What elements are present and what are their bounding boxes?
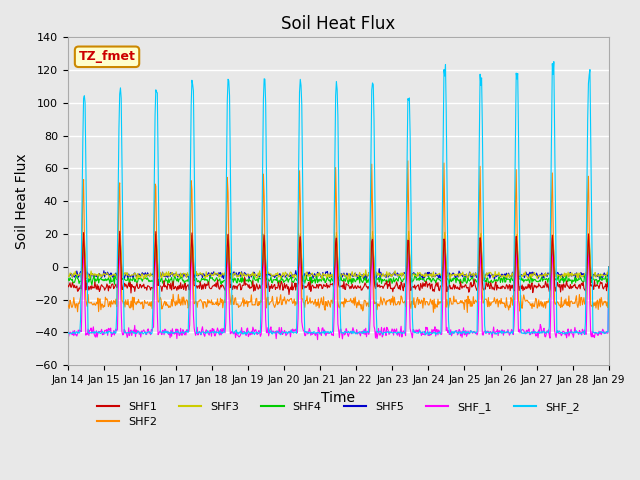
SHF3 bbox=[344, 277, 351, 283]
SHF5 bbox=[129, 276, 137, 282]
SHF5 bbox=[64, 271, 72, 277]
SHF5 bbox=[260, 231, 268, 237]
SHF2 bbox=[404, 158, 412, 164]
SHF1 bbox=[64, 282, 72, 288]
SHF4 bbox=[169, 283, 177, 289]
SHF1 bbox=[285, 292, 293, 298]
SHF2 bbox=[463, 310, 471, 315]
SHF5 bbox=[605, 264, 612, 270]
SHF3 bbox=[129, 272, 137, 278]
SHF_1 bbox=[314, 337, 321, 343]
SHF1 bbox=[130, 283, 138, 289]
SHF5 bbox=[74, 272, 81, 277]
SHF2 bbox=[213, 301, 221, 307]
Text: TZ_fmet: TZ_fmet bbox=[79, 50, 136, 63]
SHF2 bbox=[605, 264, 612, 270]
SHF_1 bbox=[213, 328, 221, 334]
SHF2 bbox=[129, 307, 137, 312]
SHF5 bbox=[213, 272, 221, 278]
SHF_2 bbox=[404, 96, 412, 102]
SHF1 bbox=[74, 288, 81, 294]
SHF_1 bbox=[64, 333, 72, 338]
Line: SHF1: SHF1 bbox=[68, 231, 609, 295]
SHF1 bbox=[214, 277, 221, 283]
SHF_1 bbox=[548, 235, 556, 241]
SHF2 bbox=[184, 305, 192, 311]
SHF_1 bbox=[420, 332, 428, 337]
Title: Soil Heat Flux: Soil Heat Flux bbox=[281, 15, 396, 33]
SHF5 bbox=[184, 274, 192, 280]
SHF3 bbox=[64, 272, 72, 278]
SHF3 bbox=[404, 228, 412, 234]
SHF_1 bbox=[74, 331, 81, 336]
SHF_2 bbox=[550, 59, 557, 64]
SHF4 bbox=[186, 277, 193, 283]
Legend: SHF1, SHF2, SHF3, SHF4, SHF5, SHF_1, SHF_2: SHF1, SHF2, SHF3, SHF4, SHF5, SHF_1, SHF… bbox=[93, 397, 584, 432]
Line: SHF4: SHF4 bbox=[68, 234, 609, 286]
SHF3 bbox=[421, 274, 429, 280]
SHF4 bbox=[406, 255, 413, 261]
Line: SHF5: SHF5 bbox=[68, 234, 609, 280]
SHF_2 bbox=[74, 330, 81, 336]
SHF1 bbox=[116, 228, 124, 234]
SHF3 bbox=[184, 273, 192, 278]
SHF2 bbox=[74, 309, 81, 315]
SHF_2 bbox=[213, 330, 221, 336]
SHF4 bbox=[130, 275, 138, 281]
SHF2 bbox=[420, 296, 428, 301]
SHF4 bbox=[64, 278, 72, 284]
SHF3 bbox=[605, 264, 612, 270]
SHF4 bbox=[116, 231, 124, 237]
SHF_2 bbox=[64, 329, 72, 335]
SHF1 bbox=[421, 284, 429, 289]
Y-axis label: Soil Heat Flux: Soil Heat Flux bbox=[15, 154, 29, 249]
Line: SHF2: SHF2 bbox=[68, 161, 609, 312]
SHF4 bbox=[214, 278, 222, 284]
SHF_1 bbox=[184, 328, 192, 334]
SHF2 bbox=[404, 206, 412, 212]
SHF4 bbox=[74, 276, 81, 282]
SHF3 bbox=[406, 244, 413, 250]
SHF1 bbox=[185, 287, 193, 292]
Line: SHF_1: SHF_1 bbox=[68, 238, 609, 340]
SHF1 bbox=[605, 264, 612, 270]
SHF3 bbox=[213, 271, 221, 277]
SHF_2 bbox=[605, 264, 612, 270]
SHF5 bbox=[421, 270, 429, 276]
SHF4 bbox=[421, 278, 429, 284]
SHF_2 bbox=[184, 330, 192, 336]
SHF_1 bbox=[129, 327, 137, 333]
Line: SHF_2: SHF_2 bbox=[68, 61, 609, 335]
SHF1 bbox=[406, 257, 413, 263]
SHF3 bbox=[74, 273, 81, 278]
SHF_2 bbox=[420, 329, 428, 335]
SHF5 bbox=[404, 235, 412, 241]
X-axis label: Time: Time bbox=[321, 391, 355, 405]
SHF5 bbox=[419, 277, 427, 283]
Line: SHF3: SHF3 bbox=[68, 231, 609, 280]
SHF_1 bbox=[605, 264, 612, 270]
SHF4 bbox=[605, 264, 612, 270]
SHF2 bbox=[64, 301, 72, 307]
SHF_2 bbox=[425, 332, 433, 338]
SHF_1 bbox=[404, 259, 412, 265]
SHF_2 bbox=[129, 329, 137, 335]
